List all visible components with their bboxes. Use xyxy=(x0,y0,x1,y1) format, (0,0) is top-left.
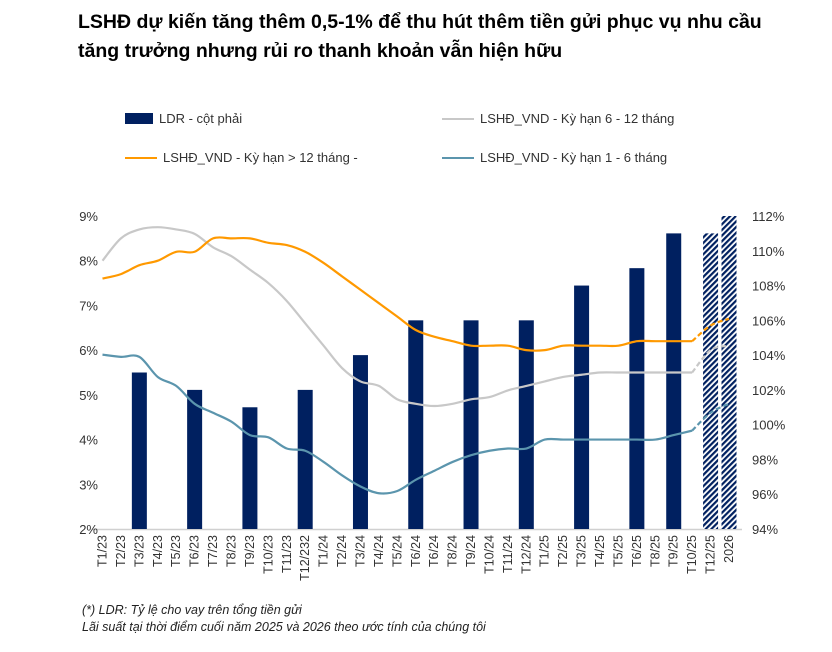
x-tick-label: T6/24 xyxy=(409,535,423,567)
legend-over-12: LSHĐ_VND - Kỳ hạn > 12 tháng - xyxy=(125,150,358,165)
y-right-tick-label: 112% xyxy=(752,209,785,224)
ldr-bar xyxy=(574,285,590,529)
ldr-bar xyxy=(131,372,147,529)
x-tick-label: T11/24 xyxy=(501,535,515,573)
y-right-tick-label: 94% xyxy=(752,522,778,537)
x-tick-label: T6/25 xyxy=(630,535,644,567)
series-line-0 xyxy=(101,226,693,408)
x-tick-label: T9/24 xyxy=(464,535,478,567)
x-tick-label: T1/24 xyxy=(317,535,331,567)
ldr-bar xyxy=(242,407,258,529)
x-tick-label: T5/25 xyxy=(611,535,625,567)
x-tick-label: T3/25 xyxy=(575,535,589,567)
x-tick-label: T2/25 xyxy=(556,535,570,567)
series-line-2 xyxy=(102,353,693,495)
x-tick-label: T12/24 xyxy=(519,535,533,574)
legend-swatch-1-6 xyxy=(442,156,474,159)
series-forecast-line-1 xyxy=(691,317,730,343)
x-tick-label: T9/23 xyxy=(243,535,257,567)
x-tick-label: T10/25 xyxy=(685,535,699,574)
legend-swatch-ldr xyxy=(125,113,153,124)
chart-title: LSHĐ dự kiến tăng thêm 0,5-1% để thu hút… xyxy=(78,11,762,62)
x-tick-label: T12/25 xyxy=(704,535,718,574)
series-line-1 xyxy=(102,236,693,352)
x-tick-label: T4/25 xyxy=(593,535,607,567)
y-right-tick-label: 108% xyxy=(752,279,786,294)
x-tick-label: T5/23 xyxy=(169,535,183,567)
footnote-ldr: (*) LDR: Tỷ lệ cho vay trên tổng tiền gử… xyxy=(82,603,302,617)
legend-6-12: LSHĐ_VND - Kỳ hạn 6 - 12 tháng xyxy=(442,111,674,126)
y-right-tick-label: 110% xyxy=(752,244,785,259)
legend-ldr: LDR - cột phải xyxy=(125,111,242,126)
ldr-bar xyxy=(629,268,645,529)
y-left-tick-label: 5% xyxy=(79,388,98,403)
y-left-tick-label: 9% xyxy=(79,209,98,224)
y-right-tick-label: 100% xyxy=(752,418,786,433)
x-tick-label: T5/24 xyxy=(390,535,404,567)
x-tick-label: T2/23 xyxy=(114,535,128,567)
series-forecast-line-0 xyxy=(691,344,730,374)
y-left-tick-label: 4% xyxy=(79,433,98,448)
x-tick-label: T6/23 xyxy=(188,535,202,567)
x-tick-label: T9/25 xyxy=(667,535,681,567)
ldr-bar xyxy=(187,389,203,529)
x-tick-label: T10/23 xyxy=(261,535,275,574)
y-left-tick-label: 6% xyxy=(79,343,98,358)
x-tick-label: T12/232 xyxy=(298,535,312,581)
legend-label: LDR - cột phải xyxy=(159,111,243,126)
legend-1-6: LSHĐ_VND - Kỳ hạn 1 - 6 tháng xyxy=(442,150,667,165)
ldr-bar xyxy=(703,233,719,529)
x-tick-label: T1/25 xyxy=(538,535,552,567)
y-right-tick-label: 106% xyxy=(752,313,786,328)
y-right-tick-label: 98% xyxy=(752,452,778,467)
y-left-tick-label: 2% xyxy=(79,522,98,537)
legend-swatch-over-12 xyxy=(125,156,157,159)
y-left-tick-label: 3% xyxy=(79,477,98,492)
x-tick-label: T4/23 xyxy=(151,535,165,567)
x-tick-label: T1/23 xyxy=(96,535,110,567)
x-tick-label: T11/23 xyxy=(280,535,294,573)
x-tick-label: T2/24 xyxy=(335,535,349,567)
x-tick-label: T10/24 xyxy=(482,535,496,574)
legend-label: LSHĐ_VND - Kỳ hạn > 12 tháng - xyxy=(163,150,358,165)
ldr-bar xyxy=(518,320,534,529)
y-left-tick-label: 8% xyxy=(79,254,98,269)
x-tick-label: T6/24 xyxy=(427,535,441,567)
x-tick-label: T3/23 xyxy=(132,535,146,567)
x-tick-label: T4/24 xyxy=(372,535,386,567)
ldr-bar xyxy=(666,233,682,529)
series-forecast-line-2 xyxy=(691,402,730,432)
y-left-tick-label: 7% xyxy=(79,298,98,313)
x-tick-label: T8/24 xyxy=(446,535,460,567)
legend-label: LSHĐ_VND - Kỳ hạn 1 - 6 tháng xyxy=(480,150,668,165)
ldr-bar xyxy=(297,389,313,529)
x-tick-label: T8/25 xyxy=(648,535,662,567)
legend-swatch-6-12 xyxy=(442,117,474,120)
y-right-tick-label: 102% xyxy=(752,383,786,398)
x-tick-label: T8/23 xyxy=(224,535,238,567)
x-tick-label: T3/24 xyxy=(353,535,367,567)
legend-label: LSHĐ_VND - Kỳ hạn 6 - 12 tháng xyxy=(480,111,675,126)
ldr-bar xyxy=(408,320,424,529)
y-right-tick-label: 104% xyxy=(752,348,786,363)
x-tick-label: T7/23 xyxy=(206,535,220,567)
x-tick-label: 2026 xyxy=(722,535,736,563)
ldr-bar xyxy=(463,320,479,529)
y-right-tick-label: 96% xyxy=(752,487,778,502)
footnote-forecast: Lãi suất tại thời điểm cuối năm 2025 và … xyxy=(82,620,486,634)
ldr-bar xyxy=(721,216,737,529)
